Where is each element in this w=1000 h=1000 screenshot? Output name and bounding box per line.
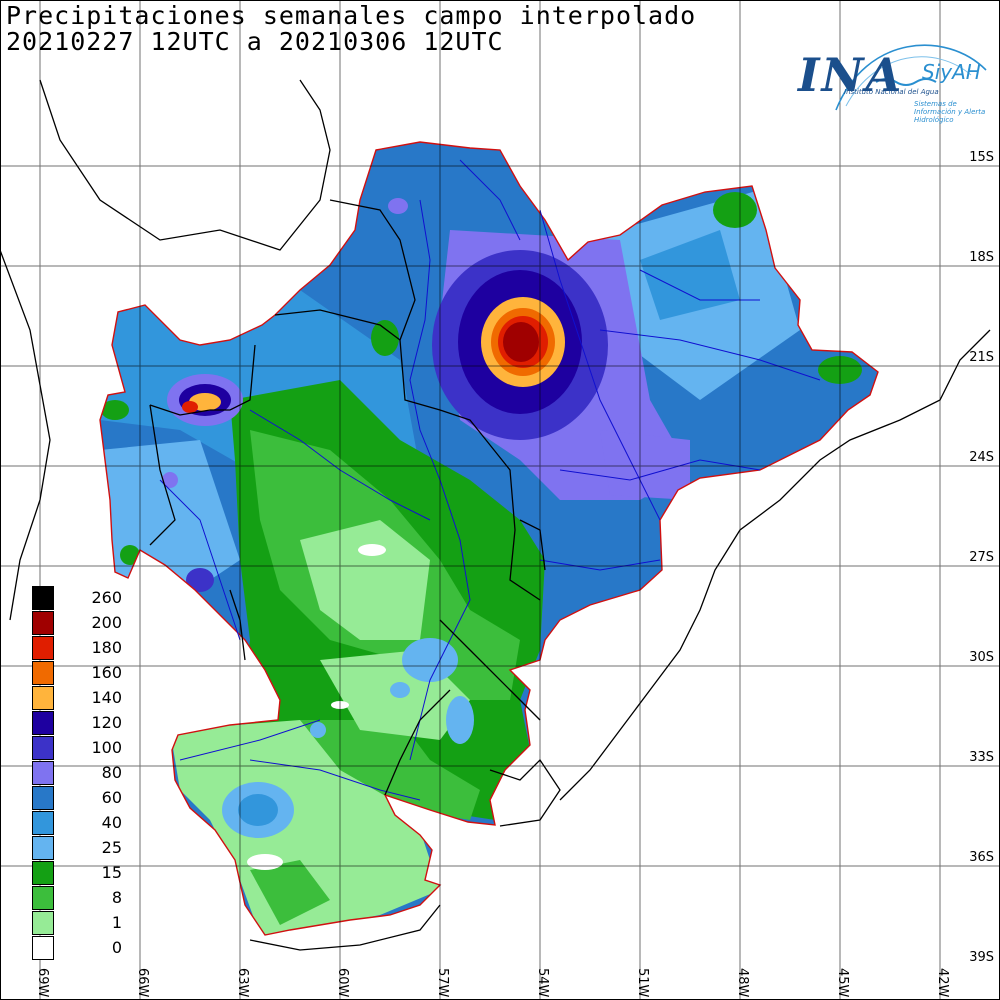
- legend-label: 160: [91, 663, 122, 682]
- legend-row: 160: [32, 661, 122, 686]
- lat-label: 21S: [969, 350, 994, 365]
- logo-ina: INA: [798, 48, 904, 102]
- lat-label: 33S: [969, 750, 994, 765]
- basin-outline: [99, 141, 879, 936]
- lat-label: 30S: [969, 650, 994, 665]
- legend-label: 15: [101, 863, 122, 882]
- logo-subtitle: Instituto Nacional del Agua: [844, 88, 939, 96]
- legend-row: 8: [32, 886, 122, 911]
- legend-row: 0: [32, 936, 122, 961]
- lon-label: 63W: [235, 968, 250, 998]
- legend-swatch: [32, 886, 54, 910]
- lon-label: 48W: [735, 968, 750, 998]
- legend-row: 60: [32, 786, 122, 811]
- lon-label: 60W: [335, 968, 350, 998]
- legend-swatch: [32, 811, 54, 835]
- logo-swoosh-icon: [835, 44, 987, 111]
- lon-label: 51W: [635, 968, 650, 998]
- legend-swatch: [32, 736, 54, 760]
- legend-swatch: [32, 586, 54, 610]
- legend-row: 180: [32, 636, 122, 661]
- legend-row: 15: [32, 861, 122, 886]
- lat-label: 39S: [969, 950, 994, 965]
- legend-label: 140: [91, 688, 122, 707]
- legend-row: 120: [32, 711, 122, 736]
- legend-swatch: [32, 611, 54, 635]
- legend-label: 80: [101, 763, 122, 782]
- legend-label: 200: [91, 613, 122, 632]
- legend-swatch: [32, 836, 54, 860]
- ina-siyah-logo: INA SiyAH Instituto Nacional del Agua Si…: [796, 30, 996, 126]
- legend-label: 260: [91, 588, 122, 607]
- legend-swatch: [32, 636, 54, 660]
- lon-label: 66W: [135, 968, 150, 998]
- legend-swatch: [32, 711, 54, 735]
- logo-siyah: SiyAH: [922, 60, 981, 84]
- legend-label: 1: [111, 913, 122, 932]
- legend-label: 120: [91, 713, 122, 732]
- lon-label: 45W: [835, 968, 850, 998]
- legend-swatch: [32, 786, 54, 810]
- lat-label: 27S: [969, 550, 994, 565]
- lon-label: 42W: [935, 968, 950, 998]
- lon-label: 54W: [535, 968, 550, 998]
- lat-label: 18S: [969, 250, 994, 265]
- legend-row: 80: [32, 761, 122, 786]
- precipitation-legend: 260 200 180 160 140 120 100 80 60 40 25 15 8 1 0: [32, 586, 122, 961]
- legend-row: 1: [32, 911, 122, 936]
- lat-label: 24S: [969, 450, 994, 465]
- borders: [0, 79, 991, 951]
- lat-label: 15S: [969, 150, 994, 165]
- legend-swatch: [32, 761, 54, 785]
- map-period: 20210227 12UTC a 20210306 12UTC: [6, 27, 504, 56]
- legend-row: 260: [32, 586, 122, 611]
- legend-label: 40: [101, 813, 122, 832]
- legend-swatch: [32, 911, 54, 935]
- legend-row: 100: [32, 736, 122, 761]
- map-title: Precipitaciones semanales campo interpol…: [6, 1, 697, 30]
- legend-row: 25: [32, 836, 122, 861]
- lon-label: 57W: [435, 968, 450, 998]
- legend-swatch: [32, 686, 54, 710]
- lat-label: 36S: [969, 850, 994, 865]
- legend-row: 200: [32, 611, 122, 636]
- legend-swatch: [32, 861, 54, 885]
- lon-label: 69W: [35, 968, 50, 998]
- legend-swatch: [32, 936, 54, 960]
- logo-tagline: Sistemas de Información y Alerta Hidroló…: [914, 100, 986, 124]
- legend-label: 180: [91, 638, 122, 657]
- legend-label: 0: [111, 938, 122, 957]
- legend-label: 100: [91, 738, 122, 757]
- legend-swatch: [32, 661, 54, 685]
- legend-label: 8: [111, 888, 122, 907]
- legend-row: 140: [32, 686, 122, 711]
- legend-label: 60: [101, 788, 122, 807]
- legend-label: 25: [101, 838, 122, 857]
- legend-row: 40: [32, 811, 122, 836]
